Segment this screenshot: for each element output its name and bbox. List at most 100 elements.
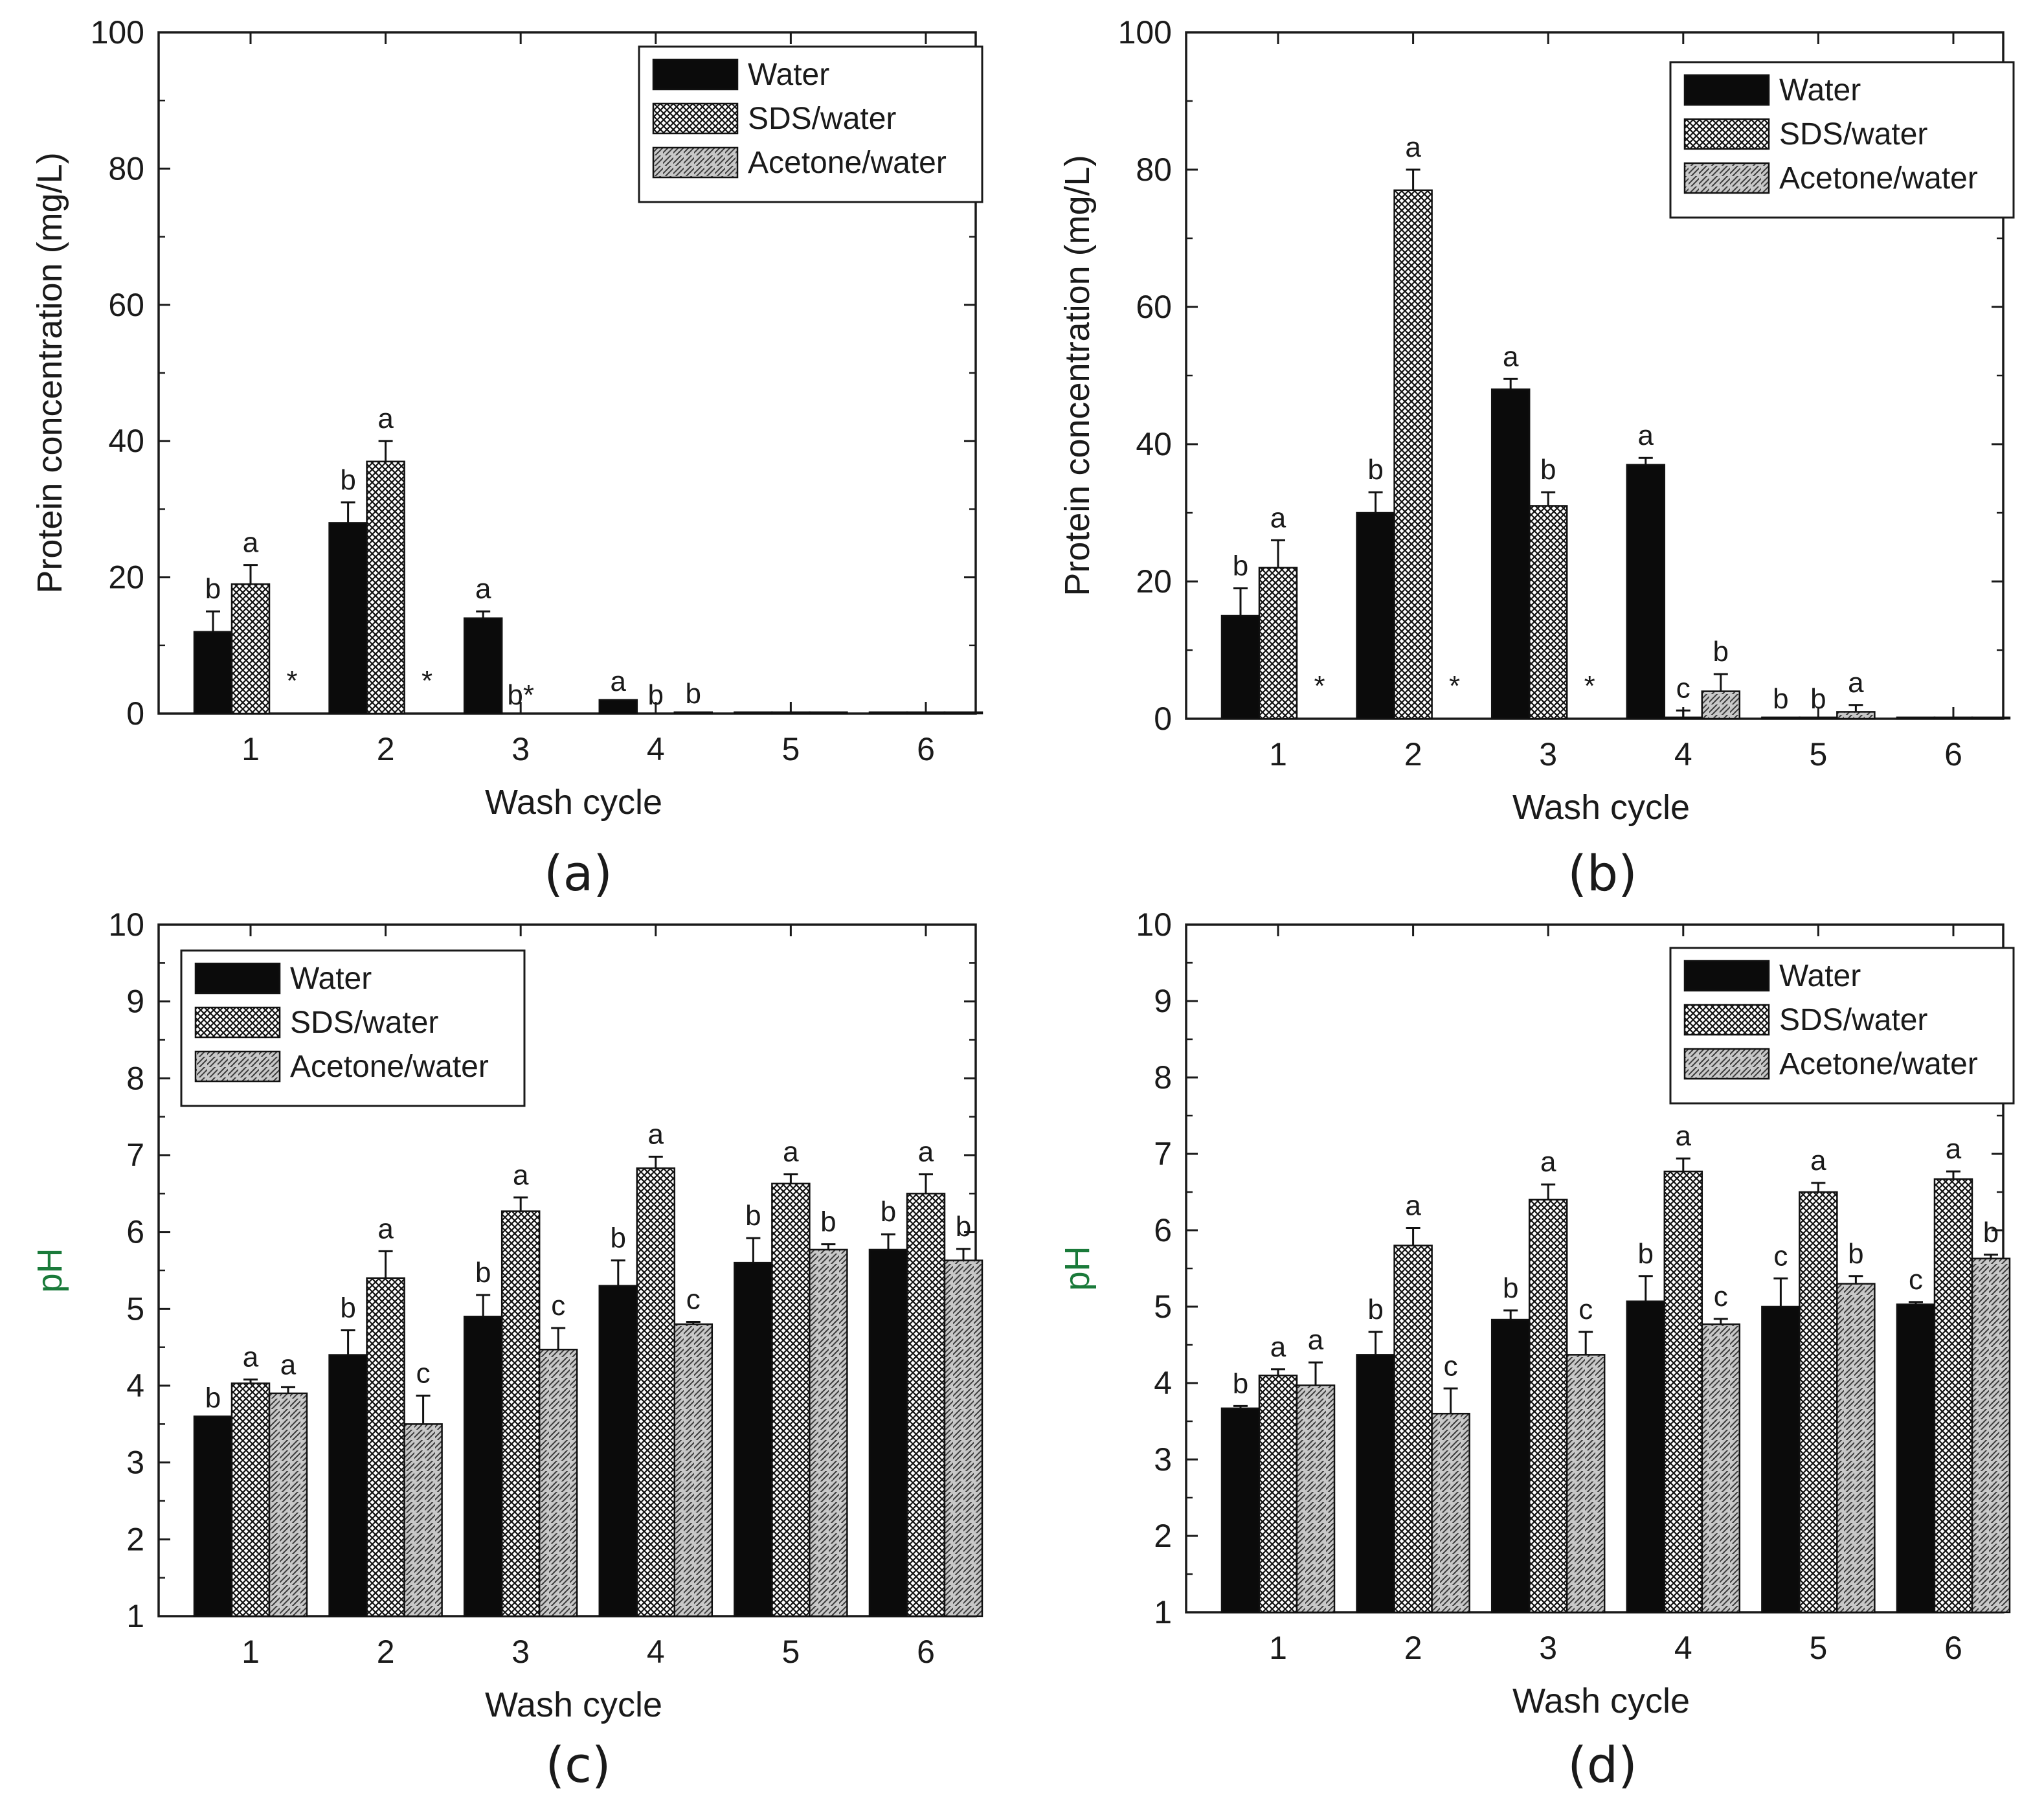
significance-label: a — [1540, 1146, 1556, 1178]
significance-label: b — [1848, 1238, 1863, 1270]
legend-label: Water — [1779, 959, 1861, 993]
significance-label: b — [1638, 1238, 1654, 1270]
significance-label: b — [820, 1206, 836, 1238]
significance-label: b — [205, 1382, 221, 1413]
y-tick-label: 20 — [108, 559, 144, 596]
bar-acetone-water-cycle-6 — [1971, 1257, 2011, 1614]
bar-acetone-water-cycle-1 — [1296, 1384, 1336, 1614]
x-tick-label: 5 — [781, 731, 800, 767]
bar-water-cycle-3 — [463, 617, 503, 715]
bar-sds-water-cycle-5 — [771, 711, 811, 715]
significance-label: b — [1983, 1217, 1999, 1248]
significance-label: b — [956, 1211, 971, 1243]
y-tick-label: 40 — [108, 423, 144, 459]
bar-water-cycle-5 — [1761, 1305, 1801, 1614]
bar-water-cycle-6 — [868, 1248, 908, 1617]
panel-b: 0 20 40 60 80 100 Protein concentration (mg/L)… — [1058, 14, 2015, 827]
significance-label: a — [1308, 1324, 1324, 1356]
y-tick-label: 80 — [1136, 152, 1172, 188]
significance-label: a — [280, 1349, 297, 1380]
significance-label: b — [745, 1200, 761, 1232]
bar-sds-water-cycle-6 — [1933, 716, 1973, 720]
significance-label: a — [513, 1159, 529, 1191]
bar-sds-water-cycle-2 — [366, 1277, 405, 1617]
caption-b: (b) — [1567, 844, 1637, 902]
x-tick-label: 4 — [647, 731, 665, 767]
y-tick-label: 1 — [1154, 1594, 1172, 1630]
significance-label: b — [1713, 636, 1729, 668]
significance-label: a — [1405, 1189, 1421, 1221]
significance-label: a — [377, 1213, 394, 1245]
significance-label: b — [1233, 1368, 1248, 1399]
significance-label: a — [783, 1136, 799, 1168]
y-tick-label: 10 — [108, 907, 144, 943]
bar-water-cycle-2 — [1356, 1354, 1395, 1614]
y-tick-label: 4 — [1154, 1365, 1172, 1401]
bar-water-cycle-5 — [734, 711, 773, 715]
bar-water-cycle-4 — [598, 1285, 638, 1617]
legend-swatch-water — [652, 58, 739, 91]
y-tick-label: 60 — [1136, 289, 1172, 325]
bar-acetone-water-cycle-3 — [538, 1348, 578, 1617]
x-tick-label: 2 — [377, 731, 395, 767]
significance-label: a — [918, 1136, 934, 1168]
significance-label: a — [1270, 1331, 1286, 1363]
y-tick-label: 80 — [108, 150, 144, 186]
bar-sds-water-cycle-3 — [1528, 1199, 1568, 1614]
significance-label: c — [1676, 672, 1690, 704]
bar-acetone-water-cycle-2 — [403, 1423, 443, 1617]
significance-label: * — [1449, 670, 1460, 702]
y-tick-label: 3 — [126, 1445, 144, 1481]
bar-acetone-water-cycle-5 — [1836, 711, 1876, 720]
significance-label: a — [243, 527, 259, 559]
bar-sds-water-cycle-6 — [906, 711, 946, 715]
y-tick-label: 9 — [126, 984, 144, 1020]
significance-label: c — [416, 1357, 431, 1389]
x-tick-label: 6 — [1944, 1630, 1962, 1666]
y-tick-label: 4 — [126, 1368, 144, 1404]
significance-label: b — [1773, 683, 1788, 715]
bar-sds-water-cycle-5 — [1799, 716, 1838, 720]
y-tick-label: 9 — [1154, 983, 1172, 1019]
significance-label: b — [611, 1222, 626, 1254]
bar-acetone-water-cycle-4 — [1701, 1323, 1741, 1614]
bar-acetone-water-cycle-4 — [673, 711, 713, 715]
y-tick-label: 3 — [1154, 1441, 1172, 1478]
bar-sds-water-cycle-1 — [230, 583, 271, 715]
x-tick-label: 4 — [1674, 736, 1692, 772]
significance-label: a — [648, 1118, 664, 1150]
bar-water-cycle-3 — [463, 1315, 503, 1617]
bar-water-cycle-2 — [1356, 512, 1395, 720]
y-tick-label: 20 — [1136, 563, 1172, 600]
legend-swatch-sds-water — [652, 102, 739, 135]
x-tick-label: 5 — [781, 1634, 800, 1670]
significance-label: a — [475, 573, 491, 605]
significance-label: * — [1584, 670, 1595, 702]
y-axis-label: pH — [30, 1248, 69, 1292]
bar-sds-water-cycle-4 — [636, 1167, 676, 1617]
bar-sds-water-cycle-3 — [1528, 505, 1568, 720]
x-tick-label: 3 — [1539, 736, 1557, 772]
significance-label: c — [1578, 1294, 1593, 1325]
significance-label: a — [1810, 1145, 1826, 1177]
bar-water-cycle-2 — [328, 522, 368, 715]
x-axis-label: Wash cycle — [1512, 788, 1690, 827]
bar-sds-water-cycle-6 — [1933, 1178, 1973, 1614]
significance-label: b — [686, 678, 701, 710]
y-axis-label: Protein concentration (mg/L) — [1058, 155, 1097, 596]
significance-label: b — [1503, 1272, 1518, 1304]
x-tick-label: 5 — [1809, 736, 1827, 772]
significance-label: a — [1946, 1133, 1962, 1165]
x-tick-label: 3 — [511, 731, 530, 767]
bar-acetone-water-cycle-6 — [943, 1259, 983, 1617]
bar-water-cycle-1 — [193, 1415, 233, 1617]
x-tick-label: 4 — [647, 1634, 665, 1670]
x-axis-label: Wash cycle — [485, 1685, 662, 1724]
bar-acetone-water-cycle-6 — [943, 711, 983, 715]
bar-sds-water-cycle-5 — [1799, 1191, 1838, 1614]
x-tick-label: 3 — [1539, 1630, 1557, 1666]
bar-water-cycle-6 — [1896, 1303, 1936, 1614]
